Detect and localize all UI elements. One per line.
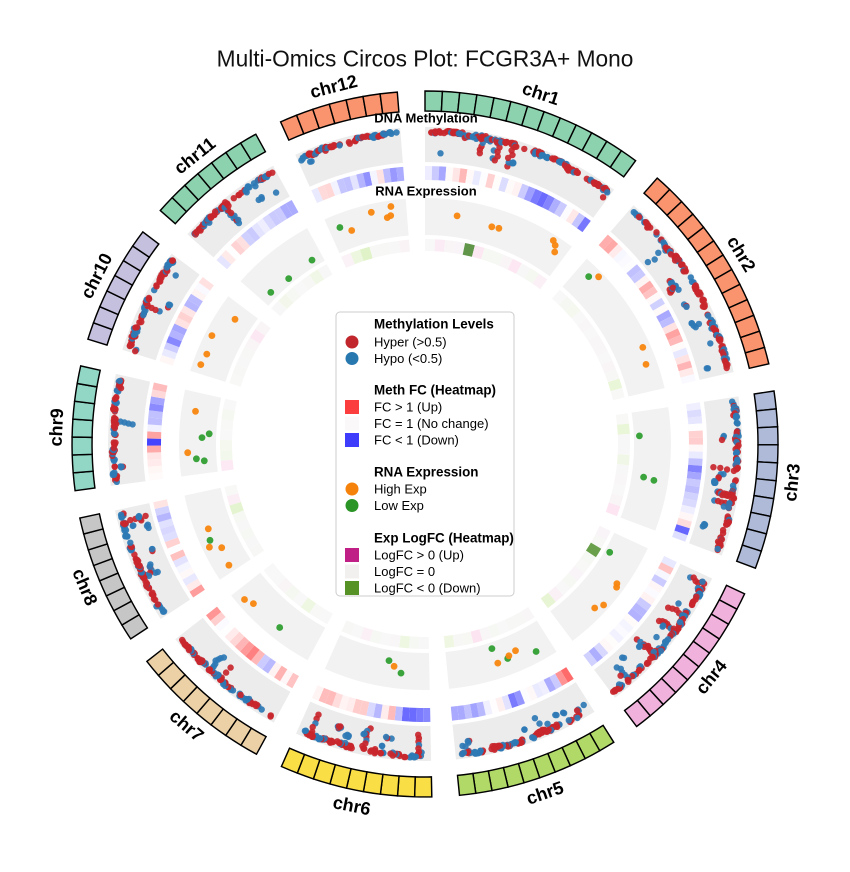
svg-text:chr3: chr3: [780, 463, 804, 503]
svg-text:chr9: chr9: [46, 408, 68, 447]
svg-text:LogFC < 0 (Down): LogFC < 0 (Down): [374, 581, 481, 596]
svg-text:Meth FC (Heatmap): Meth FC (Heatmap): [374, 383, 496, 398]
svg-text:Hyper (>0.5): Hyper (>0.5): [374, 335, 447, 350]
svg-text:Methylation Levels: Methylation Levels: [374, 317, 494, 332]
svg-text:Exp LogFC (Heatmap): Exp LogFC (Heatmap): [374, 531, 514, 546]
svg-text:DNA Methylation: DNA Methylation: [374, 111, 478, 126]
svg-text:Multi-Omics Circos Plot: FCGR3: Multi-Omics Circos Plot: FCGR3A+ Mono: [217, 46, 634, 72]
svg-text:Hypo (<0.5): Hypo (<0.5): [374, 351, 442, 366]
svg-text:Low Exp: Low Exp: [374, 498, 424, 513]
svg-text:LogFC > 0 (Up): LogFC > 0 (Up): [374, 548, 464, 563]
svg-text:FC > 1 (Up): FC > 1 (Up): [374, 400, 442, 415]
svg-text:FC < 1 (Down): FC < 1 (Down): [374, 433, 459, 448]
svg-text:FC = 1 (No change): FC = 1 (No change): [374, 416, 489, 431]
svg-text:LogFC = 0: LogFC = 0: [374, 564, 435, 579]
svg-text:High Exp: High Exp: [374, 482, 427, 497]
svg-text:RNA Expression: RNA Expression: [375, 184, 476, 199]
svg-text:RNA Expression: RNA Expression: [374, 465, 478, 480]
